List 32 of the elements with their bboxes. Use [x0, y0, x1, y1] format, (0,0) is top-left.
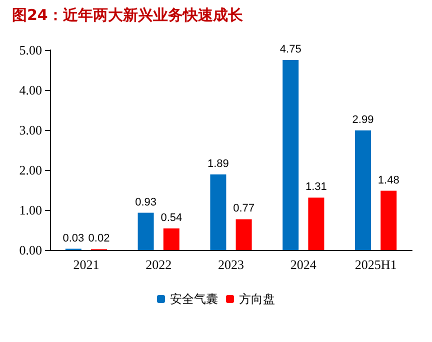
data-label: 0.54 [160, 212, 182, 224]
data-label: 4.75 [280, 44, 302, 56]
bar [282, 60, 299, 250]
x-tick-label: 2022 [146, 257, 172, 272]
data-label: 0.93 [135, 196, 157, 208]
data-label: 0.77 [233, 202, 255, 215]
x-tick-label: 2024 [290, 257, 317, 272]
y-tick-label: 4.00 [19, 82, 42, 98]
bar [138, 212, 154, 250]
chart-title: 图24：近年两大新兴业务快速成长 [12, 6, 243, 25]
bar [308, 198, 324, 250]
bar [210, 174, 226, 250]
data-label: 2.99 [352, 114, 374, 126]
legend-label: 安全气囊 [170, 292, 218, 306]
data-label: 1.89 [207, 158, 229, 170]
bar [163, 228, 180, 250]
bar [380, 190, 397, 250]
data-label: 0.03 [62, 232, 84, 244]
x-tick-label: 2023 [218, 257, 244, 272]
y-tick-label: 0.00 [19, 242, 42, 258]
legend-label: 方向盘 [239, 292, 275, 306]
data-label: 0.02 [88, 232, 110, 245]
bar [355, 130, 371, 250]
y-tick-label: 2.00 [19, 162, 42, 178]
bar [236, 219, 252, 250]
data-label: 1.31 [305, 181, 327, 194]
y-tick-label: 3.00 [19, 122, 42, 138]
y-tick-label: 1.00 [19, 202, 42, 218]
x-tick-label: 2021 [73, 257, 100, 272]
data-label: 1.48 [378, 174, 400, 186]
y-tick-label: 5.00 [19, 42, 42, 58]
x-tick-label: 2025H1 [354, 257, 397, 272]
